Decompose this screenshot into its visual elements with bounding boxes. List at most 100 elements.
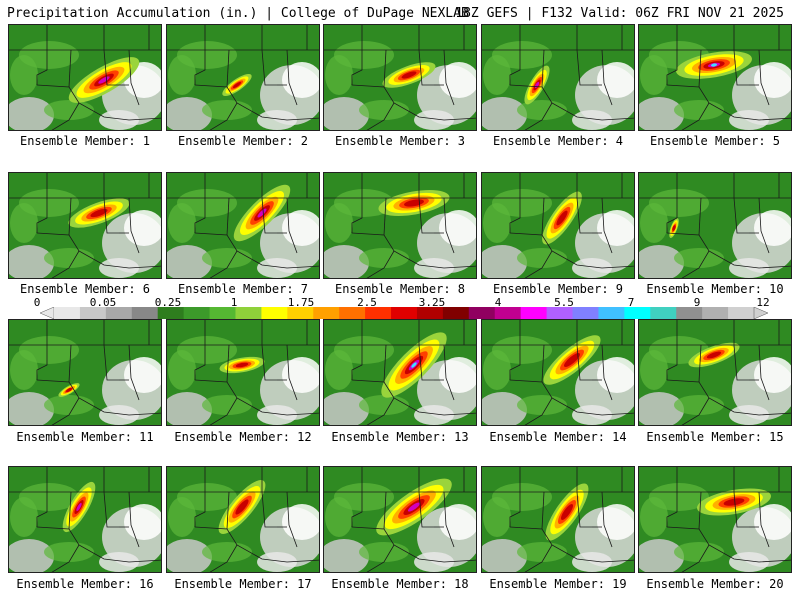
member-label: Ensemble Member: 9 <box>492 282 624 296</box>
state-border <box>758 49 770 106</box>
state-border <box>443 49 455 106</box>
colorbar-tick-label: 0.05 <box>89 296 117 309</box>
member-map <box>481 466 635 573</box>
state-border <box>758 344 770 401</box>
member-map <box>323 172 477 279</box>
colorbar-swatch <box>546 307 574 319</box>
member-map <box>166 319 320 426</box>
colorbar-tick-label: 0 <box>33 296 41 309</box>
state-border <box>36 467 48 527</box>
state-border <box>36 232 161 269</box>
colorbar-swatch <box>468 307 496 319</box>
colorbar-swatch <box>624 307 651 319</box>
state-border <box>226 491 230 530</box>
state-border <box>261 344 277 381</box>
dry-region <box>572 552 612 572</box>
precip-map <box>167 467 319 572</box>
precip-contour <box>564 353 580 367</box>
member-label: Ensemble Member: 8 <box>334 282 466 296</box>
colorbar-tick-label: 1.75 <box>287 296 315 309</box>
colorbar-tick-label: 1 <box>230 296 238 309</box>
colorbar-swatch <box>157 307 185 319</box>
state-border <box>194 467 206 527</box>
precip-contour <box>98 76 110 84</box>
colorbar-swatch <box>131 307 159 319</box>
state-border <box>601 197 613 254</box>
state-border <box>209 397 238 425</box>
dry-region <box>99 552 139 572</box>
dry-region <box>257 552 297 572</box>
state-border <box>524 544 553 572</box>
colorbar-swatch <box>287 307 314 319</box>
member-label: Ensemble Member: 20 <box>646 577 784 591</box>
dry-region <box>482 539 527 572</box>
precip-map <box>9 467 161 572</box>
state-border <box>541 491 545 530</box>
state-border <box>36 320 48 380</box>
dry-region <box>414 258 454 278</box>
colorbar-swatch <box>728 307 755 319</box>
colorbar-tick-label: 5.5 <box>554 296 574 309</box>
colorbar-right-arrow <box>753 307 768 319</box>
dry-region <box>482 245 527 278</box>
dry-region <box>414 110 454 130</box>
member-label: Ensemble Member: 10 <box>646 282 784 296</box>
state-border <box>128 197 140 254</box>
precip-contour <box>706 351 722 359</box>
state-border <box>286 491 298 548</box>
member-map <box>8 172 162 279</box>
precip-contour <box>556 210 568 226</box>
state-border <box>68 491 72 530</box>
dry-region <box>257 405 297 425</box>
state-border <box>261 491 277 528</box>
dry-region <box>414 552 454 572</box>
precip-map <box>324 320 476 425</box>
colorbar-tick-label: 0.25 <box>154 296 182 309</box>
state-border <box>524 397 553 425</box>
colorbar-swatch <box>339 307 366 319</box>
precip-contour <box>90 208 108 218</box>
state-border <box>698 49 702 88</box>
state-border <box>666 379 791 416</box>
dry-region <box>572 258 612 278</box>
state-border <box>286 197 298 254</box>
state-border <box>366 544 395 572</box>
state-border <box>383 344 387 383</box>
dry-region <box>414 405 454 425</box>
dry-region <box>639 392 684 425</box>
state-border <box>601 49 613 106</box>
state-border <box>128 49 140 106</box>
dry-region <box>99 258 139 278</box>
state-border <box>418 491 434 528</box>
colorbar-left-arrow <box>40 307 55 319</box>
colorbar-swatch <box>416 307 444 319</box>
state-border <box>103 491 119 528</box>
precip-map <box>9 173 161 278</box>
state-border <box>194 320 206 380</box>
state-border <box>103 197 119 234</box>
state-border <box>351 232 476 269</box>
precip-map <box>639 320 791 425</box>
state-border <box>666 173 678 233</box>
member-label: Ensemble Member: 7 <box>177 282 309 296</box>
state-border <box>681 397 710 425</box>
colorbar-swatch <box>183 307 211 319</box>
state-border <box>366 102 395 130</box>
member-map <box>481 172 635 279</box>
state-border <box>509 232 634 269</box>
precip-colorbar <box>40 307 768 319</box>
colorbar-swatch <box>235 307 262 319</box>
member-label: Ensemble Member: 1 <box>19 134 151 148</box>
precip-map <box>482 173 634 278</box>
state-border <box>226 49 230 88</box>
state-border <box>666 84 791 121</box>
precip-map <box>324 25 476 130</box>
state-border <box>351 467 363 527</box>
dry-region <box>639 97 684 130</box>
state-border <box>351 320 363 380</box>
member-map <box>166 24 320 131</box>
precip-map <box>9 320 161 425</box>
state-border <box>194 526 319 563</box>
state-border <box>351 526 476 563</box>
state-border <box>366 250 395 278</box>
